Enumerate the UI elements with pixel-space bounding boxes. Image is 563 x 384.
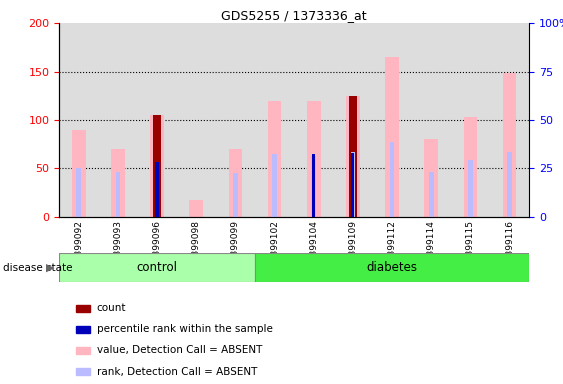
Bar [503, 73, 516, 217]
Bar [155, 162, 159, 217]
Bar [268, 101, 282, 217]
Text: value, Detection Call = ABSENT: value, Detection Call = ABSENT [97, 345, 262, 356]
Bar [155, 162, 159, 217]
Bar [507, 152, 512, 217]
Bar [233, 173, 238, 217]
Text: ▶: ▶ [46, 263, 54, 273]
Bar [59, 253, 255, 282]
Text: diabetes: diabetes [367, 262, 418, 274]
Title: GDS5255 / 1373336_at: GDS5255 / 1373336_at [221, 9, 367, 22]
Bar [153, 115, 162, 217]
Bar [346, 96, 360, 217]
Text: rank, Detection Call = ABSENT: rank, Detection Call = ABSENT [97, 366, 257, 377]
Bar [312, 154, 315, 217]
Bar [189, 200, 203, 217]
Bar [429, 172, 434, 217]
Bar [390, 142, 395, 217]
Bar [385, 57, 399, 217]
Bar [348, 96, 358, 217]
Text: percentile rank within the sample: percentile rank within the sample [97, 324, 272, 334]
Bar [425, 139, 438, 217]
Bar [111, 149, 125, 217]
Bar [72, 130, 86, 217]
Bar [351, 153, 355, 217]
Bar [463, 117, 477, 217]
Text: count: count [97, 303, 126, 313]
Bar [307, 101, 320, 217]
Bar [255, 253, 529, 282]
Bar [311, 156, 316, 217]
Bar [115, 172, 120, 217]
Bar [351, 152, 355, 217]
Bar [229, 149, 242, 217]
Bar [468, 160, 473, 217]
Text: disease state: disease state [3, 263, 72, 273]
Bar [77, 169, 81, 217]
Text: control: control [137, 262, 177, 274]
Bar [150, 115, 164, 217]
Bar [272, 154, 277, 217]
